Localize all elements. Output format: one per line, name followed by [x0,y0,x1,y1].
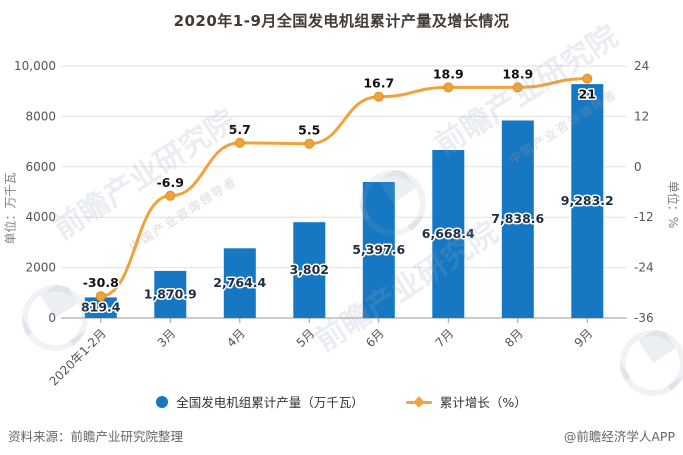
x-tick-label: 2020年1-2月 [47,326,109,388]
bar-5月[interactable] [293,222,326,318]
line-point-6月[interactable] [373,91,384,102]
x-tick-label: 5月 [294,326,318,350]
legend-label: 累计增长（%） [439,395,527,410]
x-tick-label: 9月 [572,326,596,350]
bar-label: 3,802 [289,262,329,277]
line-label: 5.7 [229,122,251,137]
bar-label: 7,838.6 [491,211,544,226]
y-tick-right: 0 [634,160,642,174]
line-point-5月[interactable] [304,138,315,149]
line-label: 18.9 [433,66,464,81]
line-point-2020年1-2月[interactable] [95,291,106,302]
y-tick-right: 24 [634,59,649,73]
right-axis-name: 单位：% [665,180,680,229]
line-point-3月[interactable] [165,190,176,201]
line-point-4月[interactable] [234,137,245,148]
x-tick-label: 4月 [224,326,248,350]
bar-label: 9,283.2 [561,193,614,208]
bar-2020年1-2月[interactable] [84,297,117,318]
bar-3月[interactable] [154,270,187,318]
y-tick-right: 12 [634,109,649,123]
y-tick-left: 10,000 [14,59,56,73]
y-tick-right: -24 [634,261,654,275]
legend-label: 全国发电机组累计产量（万千瓦） [176,395,364,410]
bar-label: 6,668.4 [422,226,475,241]
chart-title: 2020年1-9月全国发电机组累计产量及增长情况 [173,12,510,30]
y-tick-right: -12 [634,210,654,224]
chart-legend: 全国发电机组累计产量（万千瓦） 累计增长（%） [0,392,683,411]
y-tick-left: 8000 [25,109,56,123]
x-tick-label: 7月 [433,326,457,350]
y-tick-right: -36 [634,311,654,325]
y-tick-left: 6000 [25,160,56,174]
line-label: 18.9 [502,66,533,81]
x-tick-label: 6月 [363,326,387,350]
line-label: 16.7 [363,76,394,91]
data-source-text: 资料来源：前瞻产业研究院整理 [8,429,184,444]
line-label: -30.8 [83,275,119,290]
bar-6月[interactable] [362,182,395,318]
y-tick-left: 4000 [25,210,56,224]
bar-8月[interactable] [501,120,534,319]
y-tick-left: 0 [48,311,56,325]
y-tick-left: 2000 [25,261,56,275]
bar-label: 819.4 [81,300,121,315]
line-label: -6.9 [157,175,184,190]
line-label: 21 [579,87,596,102]
bar-4月[interactable] [223,248,256,318]
line-point-9月[interactable] [582,73,593,84]
x-tick-label: 3月 [155,326,179,350]
legend-marker-bar [156,395,169,408]
bar-label: 2,764.4 [213,275,266,290]
bar-9月[interactable] [571,84,604,318]
credit-text: @前瞻经济学人APP [563,429,675,444]
legend-item-growth[interactable]: 累计增长（%） [405,392,527,411]
x-tick-label: 8月 [502,326,526,350]
bar-label: 1,870.9 [144,286,197,301]
legend-item-production[interactable]: 全国发电机组累计产量（万千瓦） [156,392,364,411]
left-axis-name: 单位：万千瓦 [3,172,18,245]
line-label: 5.5 [298,123,320,138]
line-point-7月[interactable] [443,82,454,93]
legend-marker-line [405,395,432,408]
bar-label: 5,397.6 [352,242,405,257]
bar-7月[interactable] [432,150,465,318]
line-point-8月[interactable] [512,82,523,93]
